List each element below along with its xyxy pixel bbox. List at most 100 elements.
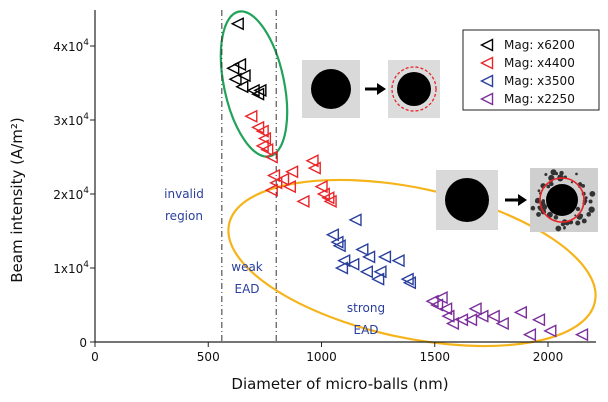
y-tick-label: 1x104 <box>53 260 89 276</box>
debris-dot <box>587 213 591 217</box>
debris-particles <box>530 169 596 232</box>
point-x3500 <box>325 228 340 242</box>
point-x4400 <box>314 179 328 194</box>
point-x3500 <box>334 261 349 275</box>
yellow-ellipse <box>227 178 597 348</box>
point-x2250 <box>463 313 478 327</box>
weak-ead-line2: EAD <box>234 282 259 296</box>
debris-dot <box>588 199 593 204</box>
data-points <box>226 17 589 342</box>
green-ellipse <box>219 10 289 158</box>
point-x6200 <box>235 80 249 94</box>
red-ring-right <box>539 177 585 223</box>
strong-ead-line2: EAD <box>353 323 378 337</box>
point-x4400 <box>255 139 269 153</box>
point-x2250 <box>543 324 557 338</box>
debris-dot <box>589 190 596 197</box>
debris-dot <box>530 205 536 211</box>
weak-ead-line1: weak <box>231 260 263 274</box>
legend: Mag: x6200 Mag: x4400 Mag: x3500 Mag: x2250 <box>462 29 600 111</box>
point-x3500 <box>377 250 392 264</box>
point-x4400 <box>266 168 281 183</box>
point-x4400 <box>264 150 278 164</box>
inset-micrographs-top <box>302 60 440 118</box>
x-ticks: 0 500 1000 1500 2000 <box>91 342 563 364</box>
point-x2250 <box>434 290 448 305</box>
point-x6200 <box>253 83 267 98</box>
point-x2250 <box>429 298 444 312</box>
strong-ead-line1: strong <box>347 301 385 315</box>
point-x4400 <box>296 194 310 209</box>
point-x3500 <box>332 239 346 253</box>
point-x2250 <box>439 302 453 316</box>
debris-dot <box>537 189 541 193</box>
micro-ball-before-right <box>445 178 489 222</box>
point-x4400 <box>307 161 321 175</box>
legend-label-x4400: Mag: x4400 <box>504 56 575 70</box>
point-x4400 <box>255 124 269 138</box>
arrow-head-right <box>518 194 527 206</box>
point-x4400 <box>244 109 258 123</box>
y-ticks: 0 1x104 2x104 3x104 4x104 <box>53 38 95 350</box>
point-x3500 <box>361 250 376 264</box>
point-x2250 <box>486 309 500 323</box>
region-boundary-lines <box>221 10 277 342</box>
debris-dot <box>536 211 541 217</box>
debris-dot <box>570 181 573 184</box>
point-x2250 <box>574 327 589 342</box>
point-x4400 <box>275 172 290 186</box>
debris-dot <box>577 208 580 211</box>
point-x3500 <box>402 276 417 290</box>
x-tick-label: 1500 <box>419 350 450 364</box>
inset-micrographs-right <box>436 168 598 232</box>
point-x2250 <box>531 313 546 327</box>
debris-dot <box>588 206 595 213</box>
debris-dot <box>575 220 581 226</box>
point-x3500 <box>346 257 360 271</box>
point-x2250 <box>468 302 482 316</box>
point-x2250 <box>441 309 455 323</box>
strong-ead-label: strong EAD <box>347 301 385 337</box>
point-x3500 <box>355 242 369 257</box>
y-tick-label: 4x104 <box>53 38 89 54</box>
point-x3500 <box>348 213 362 227</box>
legend-marker-x2250 <box>479 92 494 106</box>
point-x2250 <box>513 305 528 320</box>
point-x4400 <box>282 179 296 194</box>
y-tick-label: 2x104 <box>53 186 89 202</box>
legend-marker-x3500 <box>479 74 494 88</box>
legend-label-x6200: Mag: x6200 <box>504 38 575 52</box>
x-tick-label: 500 <box>197 350 220 364</box>
debris-dot <box>546 184 551 189</box>
y-tick-label: 3x104 <box>53 112 89 128</box>
point-x6200 <box>228 72 242 86</box>
point-x2250 <box>454 313 469 327</box>
point-x4400 <box>284 165 299 179</box>
legend-marker-x6200 <box>479 38 494 52</box>
legend-marker-x4400 <box>479 56 494 70</box>
debris-dot <box>581 183 586 188</box>
x-tick-label: 2000 <box>533 350 564 364</box>
arrow-head-top <box>377 83 386 95</box>
y-axis-title: Beam intensity (A/m²) <box>8 117 26 283</box>
invalid-region-label: invalid region <box>164 187 204 223</box>
point-x2250 <box>445 316 460 331</box>
invalid-region-line1: invalid <box>164 187 204 201</box>
debris-dot <box>541 199 545 204</box>
debris-dot <box>574 214 577 217</box>
legend-label-x2250: Mag: x2250 <box>504 92 575 106</box>
legend-label-x3500: Mag: x3500 <box>504 74 575 88</box>
point-x4400 <box>260 142 274 157</box>
point-x4400 <box>305 154 319 168</box>
x-axis-title: Diameter of micro-balls (nm) <box>231 375 448 393</box>
debris-dot <box>559 170 564 176</box>
point-x2250 <box>495 316 509 331</box>
micro-ball-after-top <box>397 72 431 106</box>
y-tick-label: 0 <box>79 336 87 350</box>
debris-dot <box>581 218 587 224</box>
x-tick-label: 0 <box>91 350 99 364</box>
point-x4400 <box>323 194 337 209</box>
debris-dot <box>544 172 548 176</box>
debris-dot <box>549 182 553 186</box>
